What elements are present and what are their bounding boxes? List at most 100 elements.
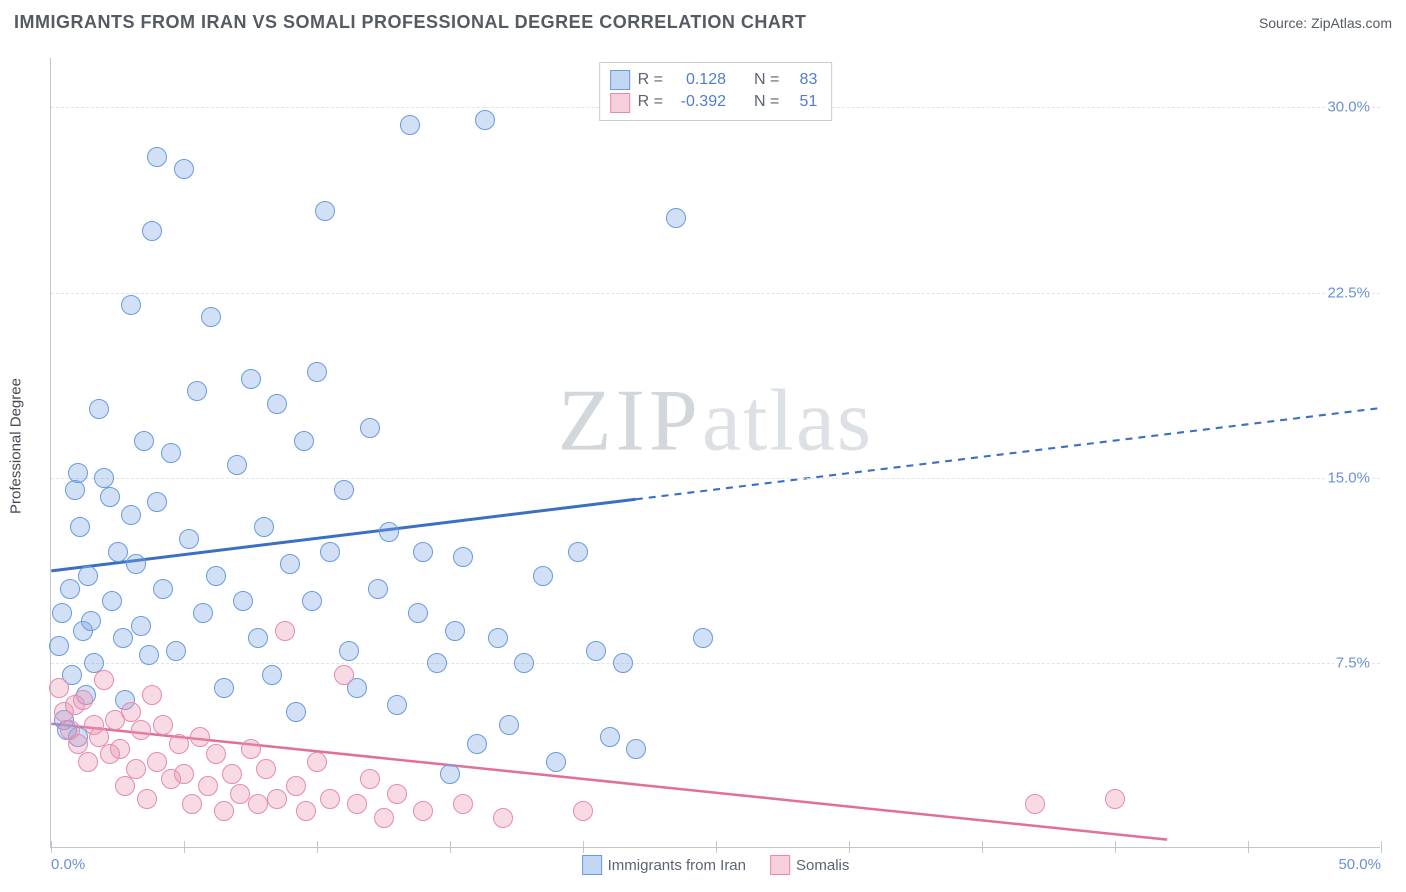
data-point — [131, 720, 151, 740]
data-point — [320, 542, 340, 562]
data-point — [131, 616, 151, 636]
data-point — [320, 789, 340, 809]
data-point — [360, 769, 380, 789]
data-point — [262, 665, 282, 685]
data-point — [427, 653, 447, 673]
data-point — [280, 554, 300, 574]
data-point — [169, 734, 189, 754]
data-point — [126, 759, 146, 779]
data-point — [408, 603, 428, 623]
data-point — [78, 752, 98, 772]
data-point — [147, 752, 167, 772]
data-point — [227, 455, 247, 475]
y-tick-label: 15.0% — [1325, 469, 1372, 486]
data-point — [493, 808, 513, 828]
data-point — [400, 115, 420, 135]
data-point — [413, 542, 433, 562]
data-point — [126, 554, 146, 574]
gridline — [51, 293, 1380, 294]
data-point — [206, 744, 226, 764]
data-point — [514, 653, 534, 673]
data-point — [214, 801, 234, 821]
data-point — [307, 362, 327, 382]
data-point — [142, 221, 162, 241]
data-point — [286, 776, 306, 796]
title-bar: IMMIGRANTS FROM IRAN VS SOMALI PROFESSIO… — [14, 12, 1392, 33]
data-point — [387, 784, 407, 804]
stats-row-iran: R = 0.128 N = 83 — [610, 69, 818, 91]
data-point — [94, 670, 114, 690]
swatch-icon — [610, 70, 630, 90]
swatch-icon — [770, 855, 790, 875]
data-point — [666, 208, 686, 228]
data-point — [533, 566, 553, 586]
data-point — [413, 801, 433, 821]
data-point — [134, 431, 154, 451]
plot-area: ZIPatlas R = 0.128 N = 83 R = -0.392 N =… — [50, 58, 1380, 848]
data-point — [121, 295, 141, 315]
data-point — [78, 566, 98, 586]
data-point — [94, 468, 114, 488]
chart-title: IMMIGRANTS FROM IRAN VS SOMALI PROFESSIO… — [14, 12, 806, 33]
data-point — [153, 579, 173, 599]
data-point — [315, 201, 335, 221]
data-point — [206, 566, 226, 586]
data-point — [70, 517, 90, 537]
data-point — [49, 636, 69, 656]
data-point — [102, 591, 122, 611]
x-tick-mark — [1115, 841, 1116, 853]
data-point — [110, 739, 130, 759]
data-point — [100, 487, 120, 507]
data-point — [201, 307, 221, 327]
data-point — [60, 579, 80, 599]
data-point — [339, 641, 359, 661]
y-axis-label: Professional Degree — [8, 378, 25, 514]
data-point — [360, 418, 380, 438]
data-point — [190, 727, 210, 747]
gridline — [51, 663, 1380, 664]
source-label: Source: ZipAtlas.com — [1259, 15, 1392, 31]
x-tick-mark — [184, 841, 185, 853]
data-point — [142, 685, 162, 705]
data-point — [294, 431, 314, 451]
data-point — [68, 463, 88, 483]
data-point — [334, 665, 354, 685]
x-tick-mark — [849, 841, 850, 853]
data-point — [121, 505, 141, 525]
data-point — [222, 764, 242, 784]
data-point — [693, 628, 713, 648]
data-point — [374, 808, 394, 828]
data-point — [147, 147, 167, 167]
data-point — [241, 369, 261, 389]
data-point — [233, 591, 253, 611]
stats-row-somali: R = -0.392 N = 51 — [610, 91, 818, 113]
data-point — [307, 752, 327, 772]
gridline — [51, 478, 1380, 479]
x-tick-mark — [716, 841, 717, 853]
data-point — [275, 621, 295, 641]
data-point — [230, 784, 250, 804]
data-point — [241, 739, 261, 759]
data-point — [453, 547, 473, 567]
data-point — [139, 645, 159, 665]
data-point — [1025, 794, 1045, 814]
legend: Immigrants from Iran Somalis — [582, 855, 850, 875]
data-point — [182, 794, 202, 814]
data-point — [49, 678, 69, 698]
swatch-icon — [582, 855, 602, 875]
data-point — [296, 801, 316, 821]
data-point — [488, 628, 508, 648]
stats-box: R = 0.128 N = 83 R = -0.392 N = 51 — [599, 62, 833, 121]
data-point — [179, 529, 199, 549]
data-point — [166, 641, 186, 661]
swatch-icon — [610, 93, 630, 113]
data-point — [248, 628, 268, 648]
data-point — [174, 764, 194, 784]
data-point — [453, 794, 473, 814]
data-point — [1105, 789, 1125, 809]
data-point — [254, 517, 274, 537]
data-point — [267, 789, 287, 809]
y-tick-label: 30.0% — [1325, 99, 1372, 116]
data-point — [89, 399, 109, 419]
data-point — [568, 542, 588, 562]
